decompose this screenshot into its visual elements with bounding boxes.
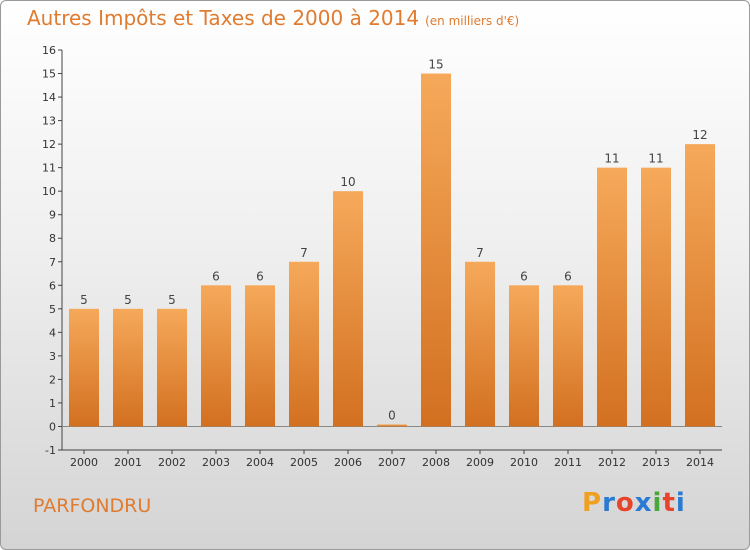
y-tick-label: 6	[49, 279, 56, 292]
x-tick-label: 2000	[70, 456, 98, 469]
y-tick-label: 15	[42, 68, 56, 81]
x-tick-label: 2004	[246, 456, 274, 469]
y-tick-label: 0	[49, 420, 56, 433]
y-tick-label: 11	[42, 162, 56, 175]
x-tick-label: 2001	[114, 456, 142, 469]
data-label: 6	[212, 269, 220, 283]
x-tick-label: 2008	[422, 456, 450, 469]
x-tick-label: 2007	[378, 456, 406, 469]
logo-letter: i	[652, 488, 663, 518]
y-tick-label: 16	[42, 44, 56, 57]
commune-name: PARFONDRU	[33, 495, 152, 517]
data-label: 11	[648, 152, 663, 166]
data-label: 6	[564, 269, 572, 283]
x-tick-label: 2002	[158, 456, 186, 469]
data-label: 5	[168, 293, 176, 307]
logo-letter: o	[615, 488, 635, 518]
chart-title: Autres Impôts et Taxes de 2000 à 2014 (en…	[27, 6, 519, 30]
bar	[69, 308, 99, 427]
y-tick-label: 2	[49, 373, 56, 386]
logo-letter: P	[582, 488, 603, 518]
x-tick-label: 2003	[202, 456, 230, 469]
data-label: 5	[80, 293, 88, 307]
data-label: 6	[520, 269, 528, 283]
data-label: 0	[388, 408, 396, 422]
x-tick-label: 2005	[290, 456, 318, 469]
bar	[377, 424, 407, 427]
data-label: 12	[692, 128, 707, 142]
bar	[289, 261, 319, 427]
x-tick-label: 2011	[554, 456, 582, 469]
bar	[597, 167, 627, 427]
chart-unit: (en milliers d'€)	[425, 14, 520, 28]
y-tick-label: 1	[49, 397, 56, 410]
bar	[641, 167, 671, 427]
data-label: 7	[300, 246, 308, 260]
y-tick-label: 14	[42, 91, 56, 104]
bar	[553, 285, 583, 427]
bar	[113, 308, 143, 427]
proxiti-logo: Proxiti	[582, 488, 686, 518]
chart-title-text: Autres Impôts et Taxes de 2000 à 2014	[27, 6, 420, 30]
data-label: 11	[604, 152, 619, 166]
y-tick-label: 3	[49, 350, 56, 363]
y-tick-label: 12	[42, 138, 56, 151]
y-tick-label: 7	[49, 256, 56, 269]
bar	[201, 285, 231, 427]
x-tick-label: 2012	[598, 456, 626, 469]
logo-letter: x	[634, 488, 653, 518]
x-tick-label: 2006	[334, 456, 362, 469]
bar	[421, 73, 451, 427]
data-label: 5	[124, 293, 132, 307]
bar	[509, 285, 539, 427]
bar	[685, 144, 715, 427]
y-tick-label: 4	[49, 326, 56, 339]
y-tick-label: 10	[42, 185, 56, 198]
data-label: 10	[340, 175, 355, 189]
y-tick-label: 5	[49, 303, 56, 316]
y-tick-label: 13	[42, 115, 56, 128]
bar	[157, 308, 187, 427]
data-label: 7	[476, 246, 484, 260]
logo-letter: t	[662, 488, 676, 518]
y-tick-label: 9	[49, 209, 56, 222]
logo-letter: i	[675, 488, 686, 518]
logo-letter: r	[602, 488, 616, 518]
x-tick-label: 2010	[510, 456, 538, 469]
data-label: 15	[428, 58, 443, 72]
bar	[245, 285, 275, 427]
y-tick-label: -1	[45, 444, 56, 457]
bar	[333, 191, 363, 427]
x-tick-label: 2013	[642, 456, 670, 469]
bar	[465, 261, 495, 427]
y-tick-label: 8	[49, 232, 56, 245]
x-tick-label: 2014	[686, 456, 714, 469]
x-tick-label: 2009	[466, 456, 494, 469]
data-label: 6	[256, 269, 264, 283]
